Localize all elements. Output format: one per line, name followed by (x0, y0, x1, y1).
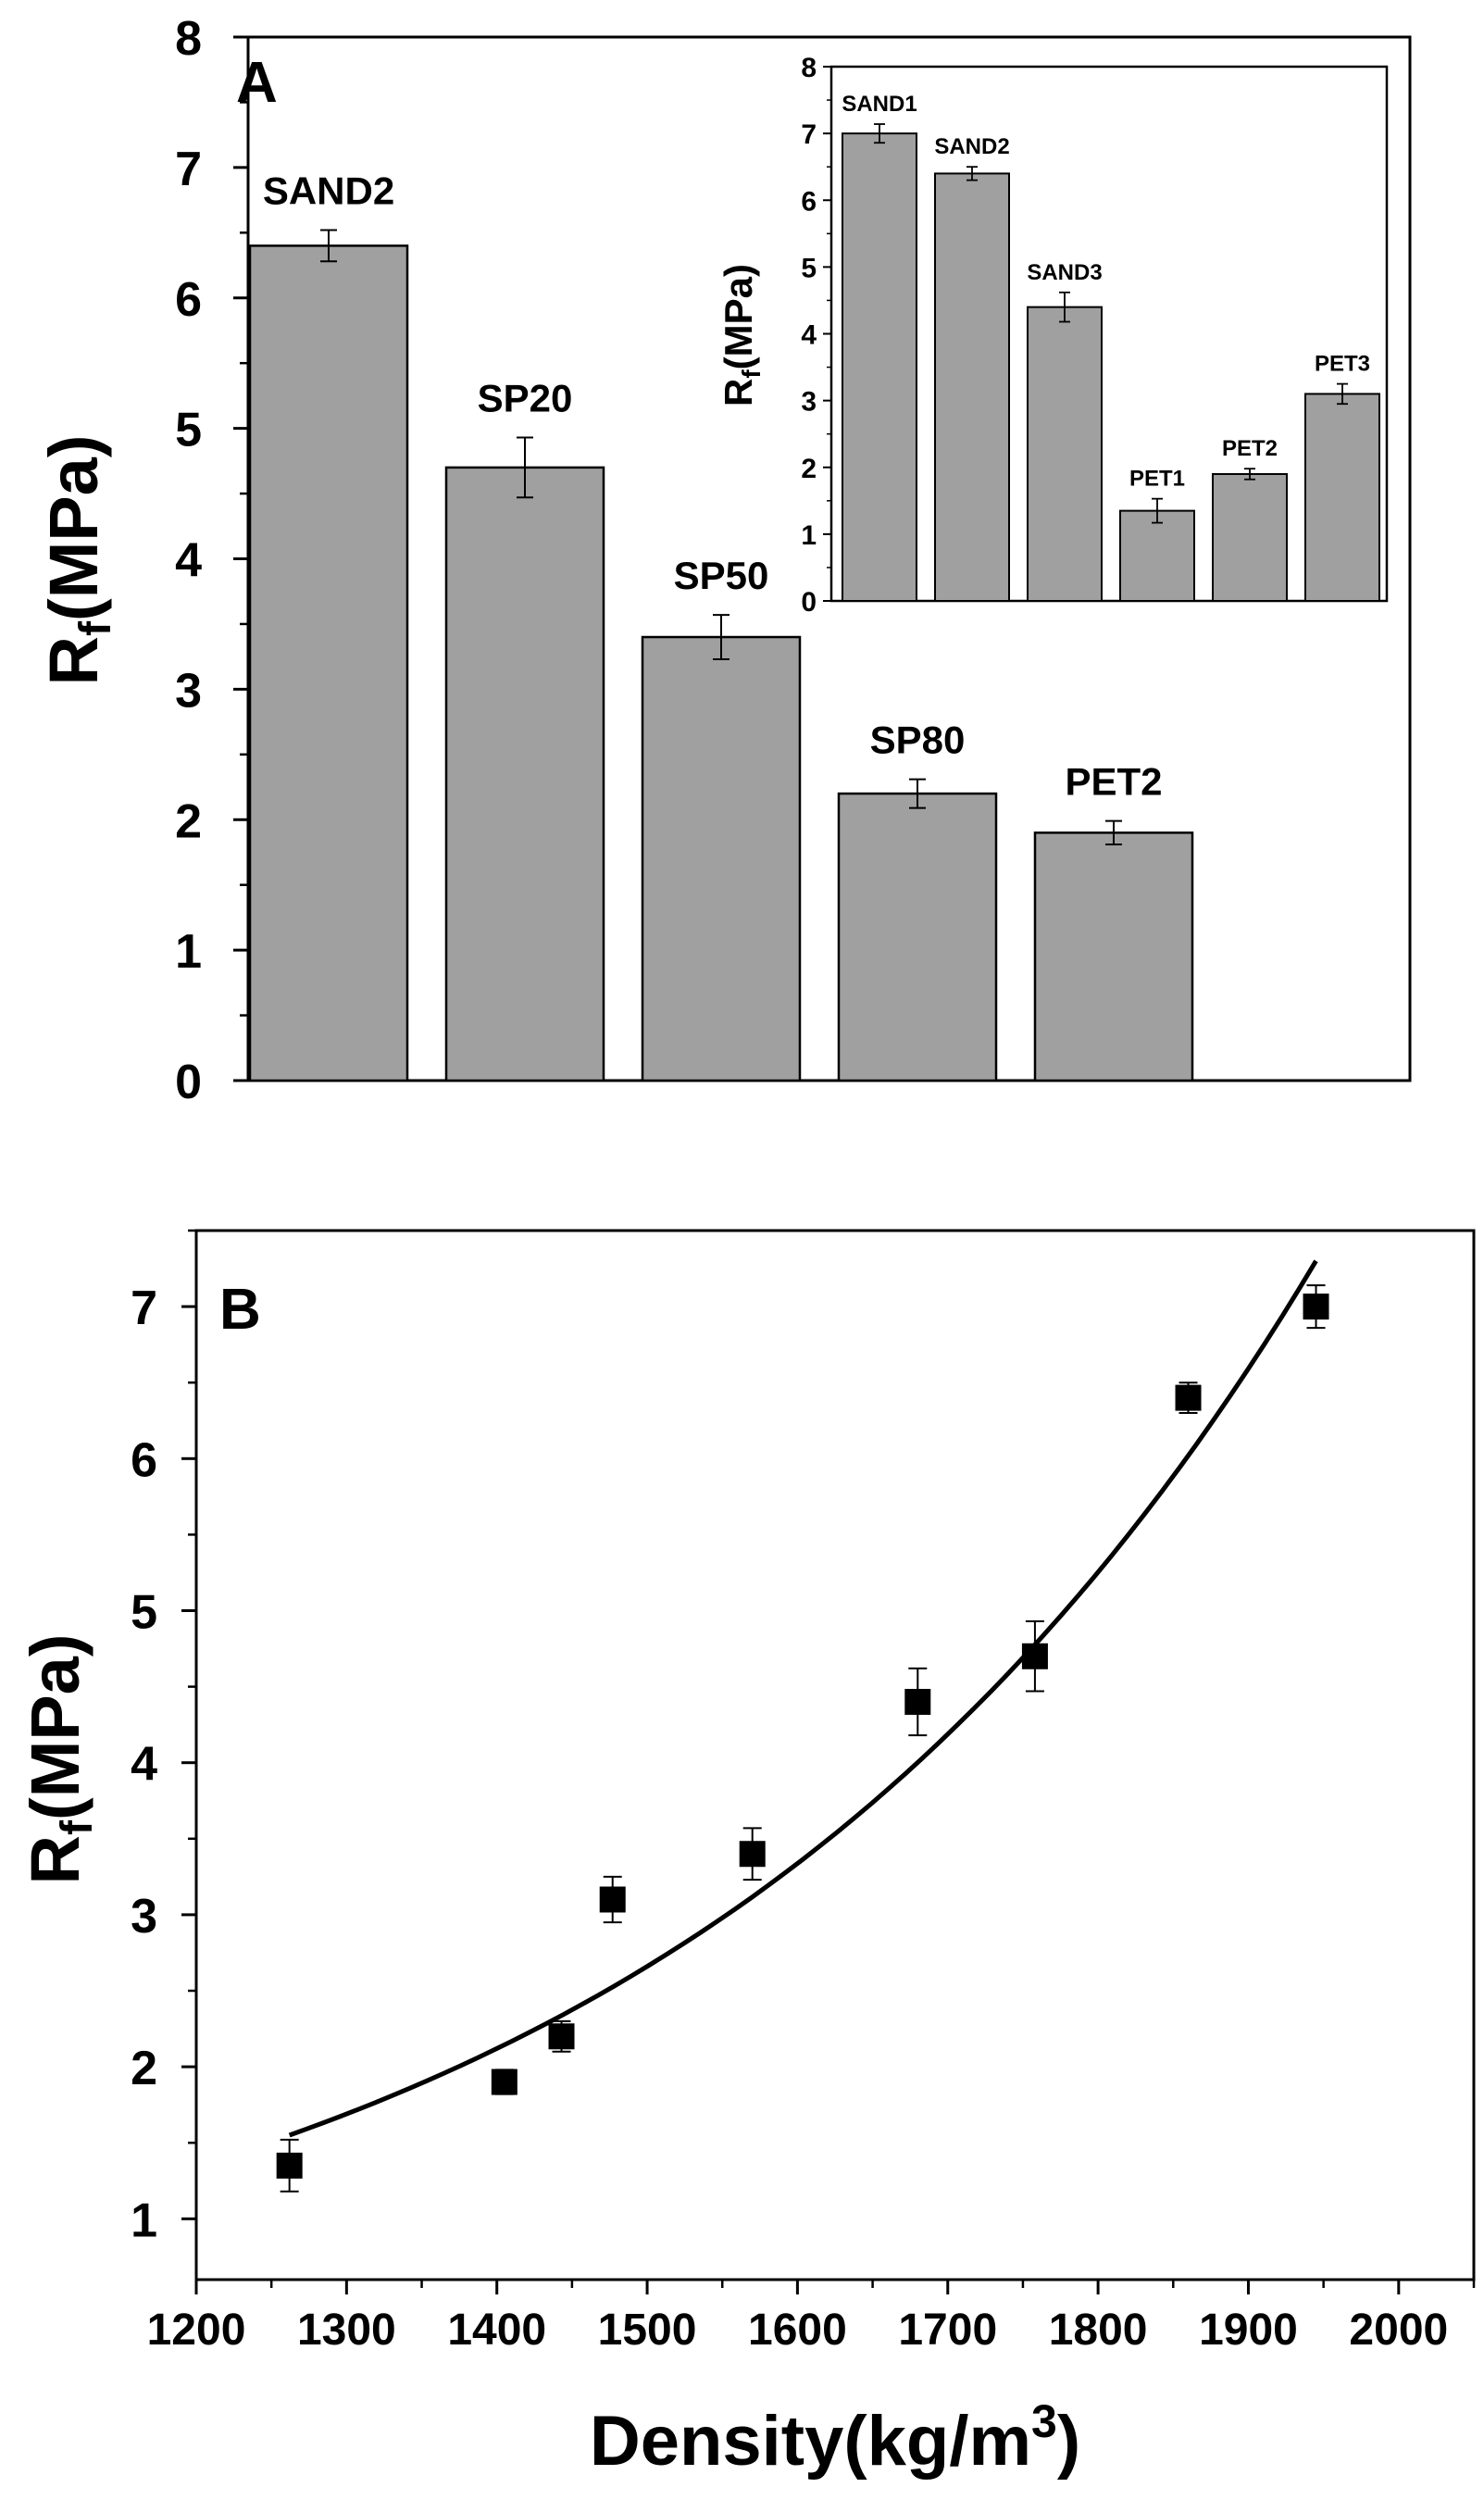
panel-a-y-tick-label: 2 (175, 794, 202, 848)
panel-b-y-tick-label: 2 (131, 2042, 157, 2095)
inset-bar (1304, 393, 1380, 602)
inset-bar (842, 132, 917, 602)
inset-bar-label: PET3 (1315, 352, 1370, 377)
inset-y-tick-label: 8 (801, 53, 817, 83)
panel-b-y-axis-title: Rf(MPa) (17, 1634, 102, 1885)
panel-a-bar (837, 792, 998, 1082)
inset-y-tick-label: 3 (801, 387, 817, 418)
panel-a-bar-label: PET2 (1065, 760, 1162, 804)
panel-a-bar (1033, 831, 1194, 1082)
panel-a-bar-label: SP20 (478, 376, 573, 419)
panel-a-y-tick-label: 4 (175, 534, 202, 588)
inset-y-axis: 0 1 2 3 4 5 6 7 8 (801, 53, 831, 618)
panel-b-x-axis-title: Density(kg/m3) (590, 2395, 1080, 2481)
panel-a-bar-label: SP50 (674, 554, 769, 597)
panel-b-x-tick-label: 1300 (297, 2306, 396, 2355)
panel-b-data-point (904, 1689, 931, 1716)
panel-b-scatter-chart: 1200 1300 1400 1500 1600 1700 1800 1900 2000 1 2 3 4… (17, 1229, 1476, 2481)
panel-a-y-tick-label: 6 (175, 273, 202, 327)
inset-y-axis-title-unit: (MPa) (717, 264, 760, 369)
panel-b-x-tick-label: 1600 (748, 2306, 847, 2355)
panel-b-y-axis-title-sub: f (53, 1819, 102, 1835)
panel-b-data-point (1175, 1384, 1202, 1411)
panel-b-x-tick-label: 2000 (1349, 2306, 1448, 2355)
panel-a-bar (444, 466, 605, 1082)
inset-bar (1027, 306, 1103, 602)
inset-y-tick-label: 4 (801, 320, 817, 351)
panel-a-y-tick-label: 5 (175, 404, 202, 457)
inset-y-axis-title: Rf(MPa) (717, 264, 766, 406)
panel-b-x-tick-label: 1900 (1199, 2306, 1298, 2355)
panel-b-x-tick-label: 1200 (147, 2306, 246, 2355)
inset-bar-label: SAND1 (842, 92, 917, 117)
panel-a-bar-label: SAND2 (263, 169, 394, 212)
inset-plot-frame (829, 65, 1389, 603)
inset-bar-label: PET1 (1129, 467, 1185, 492)
panel-a-label: A (236, 51, 278, 115)
panel-b-data-point (1021, 1643, 1048, 1669)
panel-b-fit-curve (288, 1259, 1318, 2138)
panel-b-x-axis-title-close: ) (1057, 2402, 1080, 2481)
panel-b-x-tick-label: 1800 (1049, 2306, 1148, 2355)
panel-a-bar-label: SP80 (870, 719, 966, 762)
panel-b-y-tick-label: 7 (131, 1281, 157, 1335)
panel-a-y-axis-title-unit: (MPa) (35, 435, 112, 621)
panel-b-data-point (739, 1841, 766, 1868)
panel-a-y-axis-title: Rf(MPa) (35, 435, 120, 686)
panel-a-inset-bar-chart: SAND1 SAND2 SAND3 PET1 PET2 PET3 0 1 2 3 4 5 6 7 8 Rf… (717, 53, 1389, 618)
panel-b-data-point (491, 2069, 518, 2095)
inset-y-tick-label: 1 (801, 520, 817, 551)
inset-y-tick-label: 2 (801, 454, 817, 484)
inset-y-axis-title-main: R (717, 379, 760, 406)
panel-b-x-axis-title-main: Density(kg/m (590, 2402, 1031, 2481)
panel-b-label: B (219, 1278, 261, 1342)
panel-b-y-tick-label: 3 (131, 1890, 157, 1944)
inset-y-tick-label: 0 (801, 587, 817, 618)
inset-bar-label: PET2 (1222, 436, 1278, 461)
inset-bars: SAND1 SAND2 SAND3 PET1 PET2 PET3 (842, 92, 1380, 602)
panel-a-y-axis-title-sub: f (71, 620, 120, 636)
inset-y-axis-title-sub: f (737, 369, 766, 379)
inset-bar-label: SAND2 (934, 134, 1009, 159)
panel-a-y-axis-title-main: R (35, 636, 112, 685)
panel-b-y-axis-title-unit: (MPa) (17, 1634, 94, 1820)
panel-a-bar (248, 244, 409, 1082)
panel-b-y-tick-label: 5 (131, 1586, 157, 1640)
panel-a-y-tick-label: 0 (175, 1056, 202, 1109)
inset-bar (1119, 509, 1195, 602)
panel-b-data-point (548, 2023, 575, 2050)
inset-bar-label: SAND3 (1027, 260, 1102, 285)
panel-b-data-point (276, 2152, 303, 2179)
panel-b-x-tick-label: 1500 (598, 2306, 697, 2355)
panel-b-plot-frame (194, 1229, 1476, 2281)
panel-b-points (276, 1284, 1329, 2193)
panel-a-y-tick-label: 1 (175, 925, 202, 979)
inset-y-tick-label: 5 (801, 253, 817, 283)
panel-b-axes: 1200 1300 1400 1500 1600 1700 1800 1900 2000 1 2 3 4… (131, 1229, 1476, 2355)
inset-y-tick-label: 6 (801, 186, 817, 217)
panel-a-bars: SAND2 SP20 SP50 SP80 PET2 (248, 169, 1194, 1082)
panel-b-y-tick-label: 1 (131, 2194, 157, 2247)
panel-b-y-axis-title-main: R (17, 1835, 94, 1884)
panel-a-y-tick-label: 3 (175, 664, 202, 718)
panel-a-y-axis: 0 1 2 3 4 5 6 7 8 (175, 12, 248, 1109)
panel-a-y-tick-label: 7 (175, 143, 202, 196)
inset-bar (934, 172, 1010, 602)
inset-bar (1212, 472, 1288, 602)
panel-b-y-tick-label: 6 (131, 1433, 157, 1487)
panel-b-data-point (1303, 1294, 1329, 1320)
panel-b-x-tick-label: 1400 (447, 2306, 546, 2355)
inset-y-tick-label: 7 (801, 119, 817, 150)
panel-a-y-tick-label: 8 (175, 12, 202, 66)
panel-b-x-axis-title-sup: 3 (1031, 2395, 1057, 2447)
panel-b-y-tick-label: 4 (131, 1738, 157, 1792)
panel-a-bar (641, 635, 802, 1082)
panel-b-data-point (599, 1886, 626, 1913)
panel-b-x-tick-label: 1700 (898, 2306, 997, 2355)
